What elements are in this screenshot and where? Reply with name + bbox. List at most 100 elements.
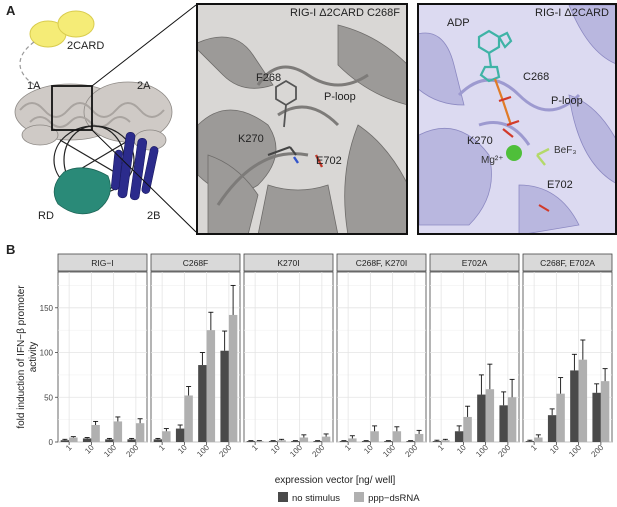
x-tick-label: 100 bbox=[567, 443, 583, 459]
x-tick-label: 10 bbox=[176, 443, 189, 456]
bar bbox=[592, 392, 601, 442]
linker-dashed-line bbox=[19, 41, 41, 89]
bar bbox=[361, 441, 371, 442]
label-bef3: BeF₃ bbox=[554, 145, 577, 156]
bar bbox=[348, 438, 357, 442]
x-tick-label: 1 bbox=[250, 443, 260, 453]
card-domains-shape bbox=[29, 10, 95, 48]
facet-strip bbox=[150, 253, 241, 272]
bar bbox=[255, 441, 264, 442]
facet-title: C268F, K270I bbox=[356, 258, 408, 268]
bar bbox=[127, 439, 136, 442]
label-mg: Mg²⁺ bbox=[481, 155, 504, 166]
y-tick-label: 100 bbox=[40, 349, 54, 358]
facet-strip bbox=[429, 253, 520, 272]
bar bbox=[384, 441, 393, 442]
label-2a: 2A bbox=[137, 80, 151, 92]
adp-molecule-shape bbox=[477, 29, 520, 138]
panel-b-letter: B bbox=[6, 242, 16, 257]
inset-c268f-title: RIG-I Δ2CARD C268F bbox=[289, 7, 400, 19]
bar bbox=[339, 441, 349, 442]
label-adp: ADP bbox=[447, 17, 470, 29]
bar bbox=[556, 393, 565, 442]
bar bbox=[69, 437, 78, 442]
x-tick-label: 10 bbox=[83, 443, 96, 456]
label-ploop-1: P-loop bbox=[324, 91, 356, 103]
x-tick-label: 1 bbox=[157, 443, 167, 453]
bar bbox=[153, 439, 163, 442]
bar bbox=[463, 416, 472, 442]
bar bbox=[392, 431, 402, 442]
legend-entry-no-stimulus: no stimulus bbox=[278, 492, 340, 504]
bar bbox=[313, 441, 322, 442]
legend-key-dsrna bbox=[354, 492, 365, 502]
facet-panel bbox=[336, 271, 427, 443]
label-rd: RD bbox=[38, 210, 54, 222]
x-tick-label: 100 bbox=[381, 443, 397, 459]
bar bbox=[268, 441, 278, 442]
bar bbox=[228, 314, 238, 442]
facet-title: K270I bbox=[277, 258, 299, 268]
bar bbox=[184, 395, 193, 442]
bar bbox=[162, 431, 171, 442]
bar bbox=[82, 438, 92, 442]
x-tick-label: 10 bbox=[269, 443, 282, 456]
e702-stick-shape bbox=[314, 154, 324, 168]
bar bbox=[291, 441, 300, 442]
label-ploop-2: P-loop bbox=[551, 95, 583, 107]
facet-strip bbox=[243, 253, 334, 272]
bar bbox=[370, 431, 379, 442]
bar bbox=[507, 397, 517, 442]
x-tick-label: 1 bbox=[436, 443, 446, 453]
x-tick-label: 200 bbox=[589, 443, 605, 459]
panel-a-letter: A bbox=[6, 3, 16, 18]
y-tick-label: 0 bbox=[49, 438, 54, 447]
bar bbox=[220, 350, 229, 442]
inset-wildtype: RIG-I Δ2CARD ADP C268 P-loop K270 Mg²⁺ B… bbox=[417, 3, 617, 235]
bar bbox=[477, 394, 486, 442]
label-e702-2: E702 bbox=[547, 179, 573, 191]
y-axis-title: fold induction of IFN−β promoteractivity bbox=[16, 285, 39, 429]
x-tick-label: 200 bbox=[496, 443, 512, 459]
facet-strip bbox=[522, 253, 613, 272]
facet-strip bbox=[57, 253, 148, 272]
label-f268: F268 bbox=[256, 72, 282, 84]
bar bbox=[441, 440, 450, 442]
inset-c268f-structure bbox=[198, 24, 406, 233]
zoom-box bbox=[51, 85, 93, 131]
overview-structure bbox=[14, 4, 196, 233]
bar bbox=[547, 415, 557, 442]
facet-title: RIG−I bbox=[91, 258, 113, 268]
bar bbox=[105, 439, 114, 442]
rd-domain-shape bbox=[53, 167, 111, 215]
bar bbox=[206, 330, 216, 442]
label-k270-2: K270 bbox=[467, 135, 493, 147]
label-2card: 2CARD bbox=[67, 40, 105, 52]
x-tick-label: 1 bbox=[529, 443, 539, 453]
bar bbox=[600, 381, 610, 442]
x-tick-label: 100 bbox=[288, 443, 304, 459]
facet-title: C268F bbox=[183, 258, 209, 268]
label-2b: 2B bbox=[147, 210, 161, 222]
hel-2b-domain-shape bbox=[111, 131, 159, 201]
zoom-line-bottom bbox=[91, 129, 196, 233]
bar bbox=[525, 441, 535, 442]
inset-wildtype-structure bbox=[419, 5, 615, 233]
helicase-domain-shape bbox=[14, 81, 173, 151]
bar bbox=[578, 359, 588, 442]
bar bbox=[60, 440, 70, 442]
bar bbox=[454, 431, 464, 442]
legend-entry-dsrna: ppp−dsRNA bbox=[354, 492, 420, 504]
label-k270-1: K270 bbox=[238, 133, 264, 145]
label-c268: C268 bbox=[523, 71, 550, 83]
x-tick-label: 10 bbox=[548, 443, 561, 456]
bar bbox=[135, 423, 145, 442]
x-tick-label: 1 bbox=[64, 443, 74, 453]
legend-label-no-stimulus: no stimulus bbox=[292, 493, 341, 504]
facet-panel bbox=[57, 271, 148, 443]
bar bbox=[321, 436, 331, 442]
bar bbox=[570, 370, 579, 442]
bar bbox=[91, 425, 100, 442]
y-tick-label: 50 bbox=[44, 393, 53, 402]
